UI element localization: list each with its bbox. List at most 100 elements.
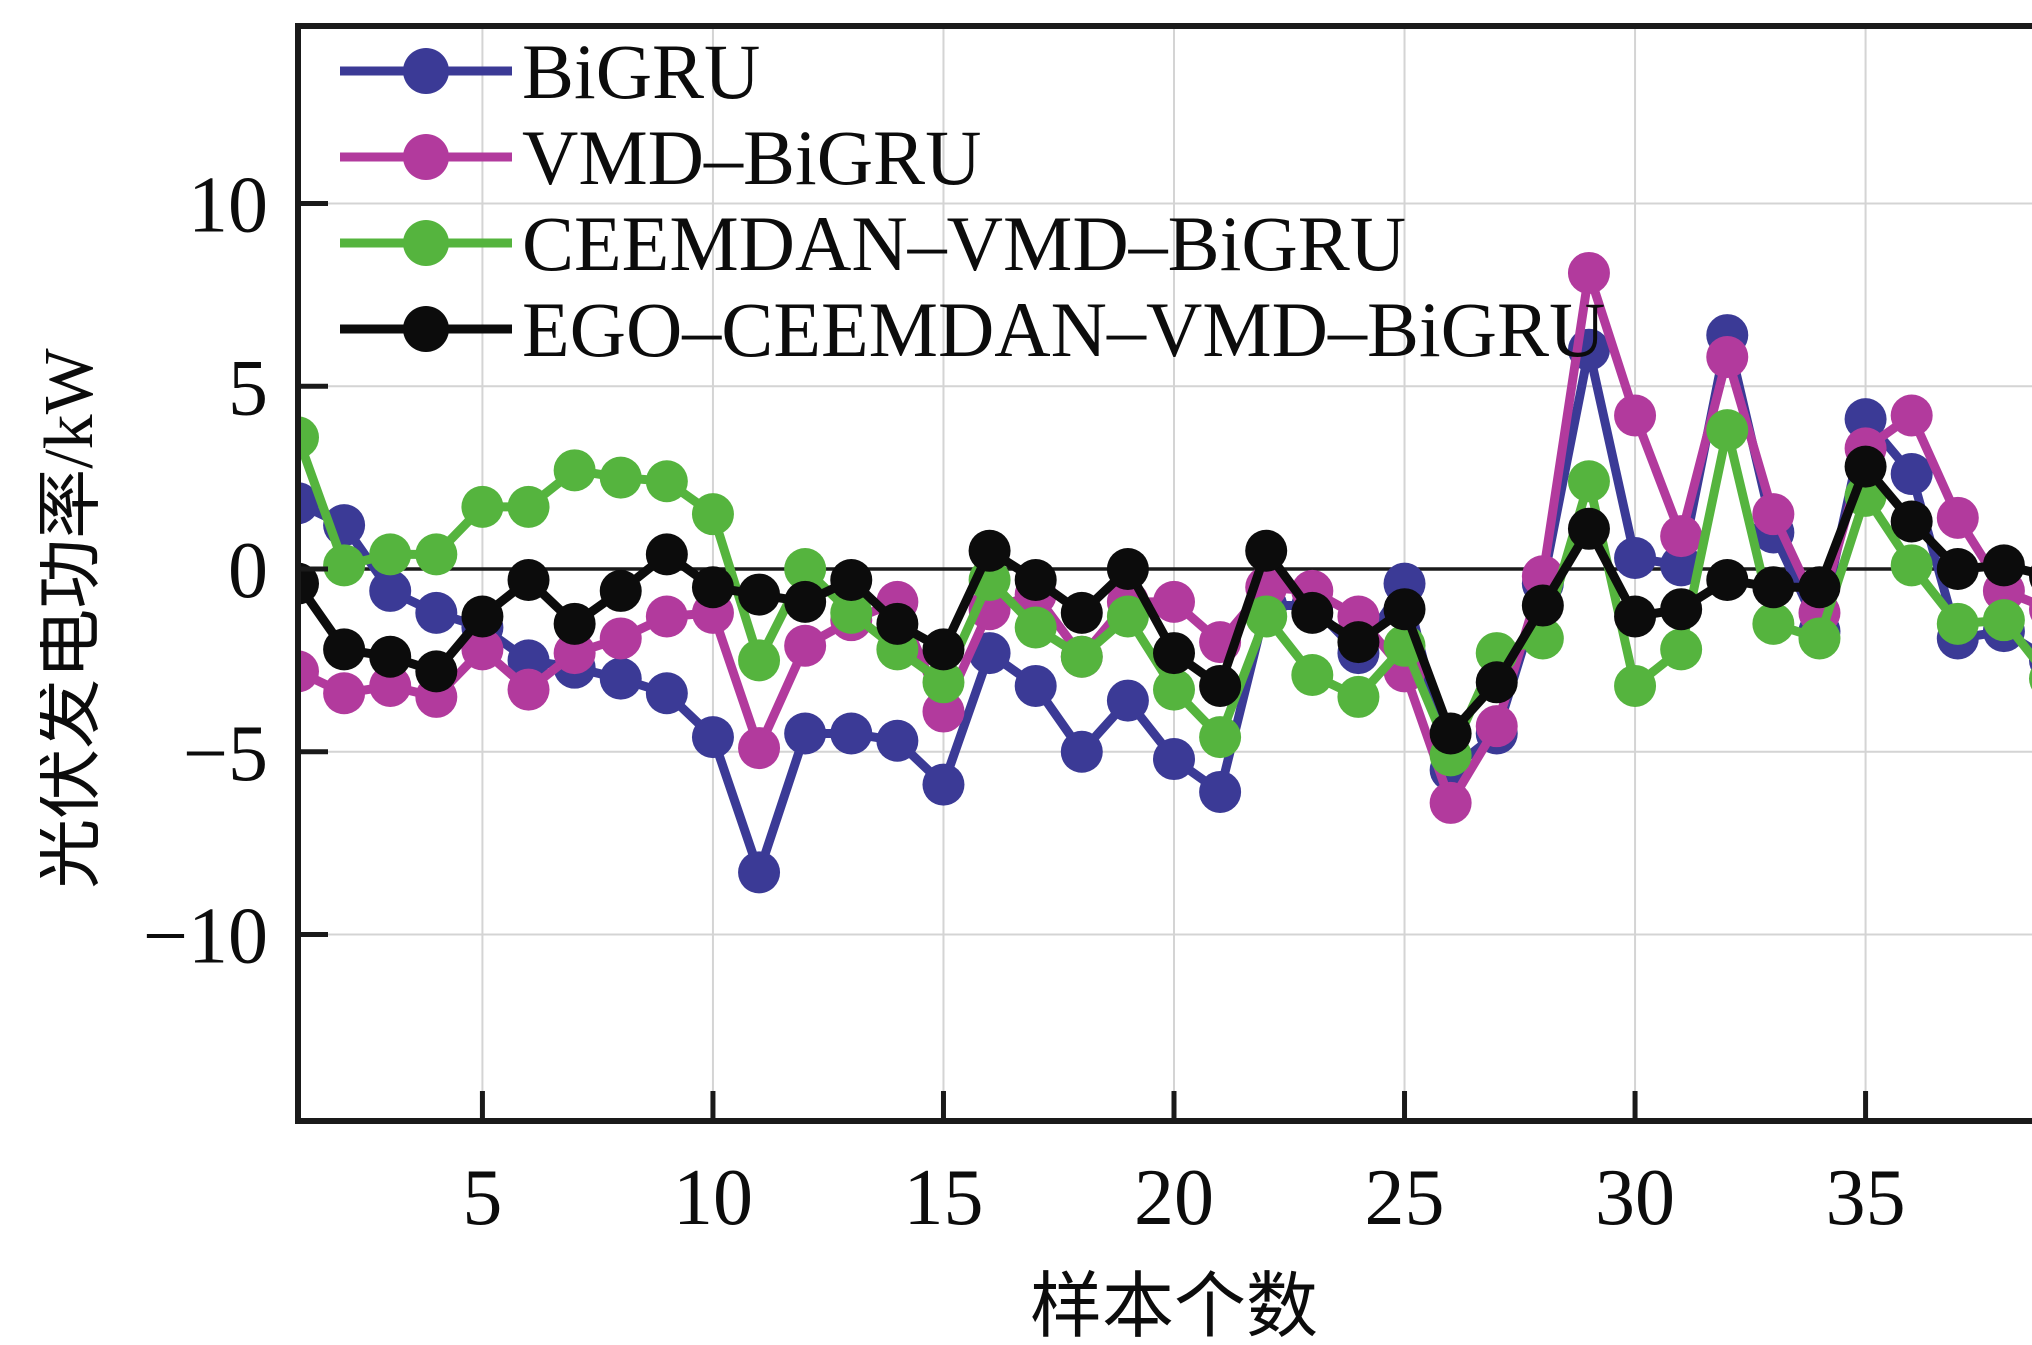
data-point [1014,606,1057,649]
data-point [1153,668,1195,711]
data-point [830,591,873,634]
data-point [1982,599,2025,642]
data-point [323,544,366,587]
data-point [1706,409,1749,452]
data-point [1199,716,1242,759]
data-point [1060,730,1103,773]
data-point [1475,661,1518,704]
data-point [1199,770,1242,813]
data-point [968,529,1011,572]
line-chart-figure: 10 5 0 −5 −10 5 10 15 20 25 30 35 样本个数 光伏发电功率/kW BiGRU… [40,16,2032,1345]
data-point [922,690,965,733]
data-point [691,716,734,759]
data-point [1936,548,1979,590]
data-point [323,628,366,671]
data-point [1014,664,1057,707]
data-point [298,562,319,605]
data-point [691,493,734,536]
data-point [415,591,458,634]
data-point [922,661,965,704]
data-point [1245,595,1288,638]
data-point [738,727,781,770]
x-tick-label-35: 35 [1826,1154,1906,1242]
data-point [1475,705,1518,748]
legend-marker-3 [403,306,449,352]
data-point [1660,588,1703,631]
data-point [784,712,827,755]
data-point [461,595,504,638]
data-point [599,657,642,700]
data-point [1890,500,1933,543]
x-axis-title: 样本个数 [1030,1267,1318,1345]
y-tick-label-5: 5 [228,344,268,432]
legend-label-0: BiGRU [522,28,760,115]
data-point [1844,398,1887,441]
data-point [553,632,596,675]
data-point [1752,602,1795,645]
legend-marker-1 [403,134,449,180]
data-point [1936,496,1979,539]
data-point [1936,602,1979,645]
data-point [738,851,781,894]
y-tick-label-10: 10 [188,162,268,250]
data-point [645,460,688,503]
data-point [1706,336,1749,379]
data-point [507,558,550,601]
data-point [2029,667,2032,690]
data-point [1014,558,1057,601]
data-point [1337,675,1380,718]
data-point [1383,588,1426,631]
data-point [1844,445,1887,488]
data-point [369,533,412,576]
data-point [830,712,873,755]
data-point [2029,598,2032,621]
data-point [1706,558,1749,601]
data-point [461,485,504,528]
data-point [1521,584,1564,627]
data-point [645,533,688,576]
data-point [507,485,550,528]
data-point [1060,635,1103,678]
data-point [876,602,919,645]
data-point [1890,452,1933,495]
x-tick-label-15: 15 [903,1154,983,1242]
x-tick-label-30: 30 [1595,1154,1675,1242]
data-point [1890,544,1933,587]
data-point [738,639,781,682]
pv-power-prediction-chart: 10 5 0 −5 −10 5 10 15 20 25 30 35 样本个数 光伏发电功率/kW BiGRU… [40,16,2032,1345]
data-point [323,672,366,715]
data-point [507,639,550,682]
data-point [1567,507,1610,550]
data-point [784,624,827,667]
data-point [1567,460,1610,503]
data-point [1106,595,1149,638]
data-point [784,580,827,623]
data-point [1060,591,1103,634]
y-tick-label--10: −10 [143,893,268,981]
data-point [1291,591,1334,634]
data-point [1614,394,1657,437]
data-point [1982,544,2025,587]
data-point [1798,566,1841,609]
data-point [1291,653,1334,696]
data-point [599,569,642,612]
x-tick-label-5: 5 [462,1154,502,1242]
x-tick-label-10: 10 [673,1154,753,1242]
data-point [645,595,688,638]
data-point [784,548,827,590]
data-point [298,416,319,459]
data-point [461,628,504,671]
data-point [1798,617,1841,660]
legend-label-3: EGO–CEEMDAN–VMD–BiGRU [522,286,1605,373]
data-point [1245,529,1288,572]
x-tick-label-25: 25 [1365,1154,1445,1242]
y-axis-title: 光伏发电功率/kW [40,348,108,889]
data-point [1660,544,1703,587]
data-point [830,558,873,601]
data-point [1660,515,1703,558]
data-point [922,628,965,671]
data-point [553,449,596,492]
data-point [738,573,781,616]
legend-marker-2 [403,220,449,266]
data-point [1614,664,1657,707]
